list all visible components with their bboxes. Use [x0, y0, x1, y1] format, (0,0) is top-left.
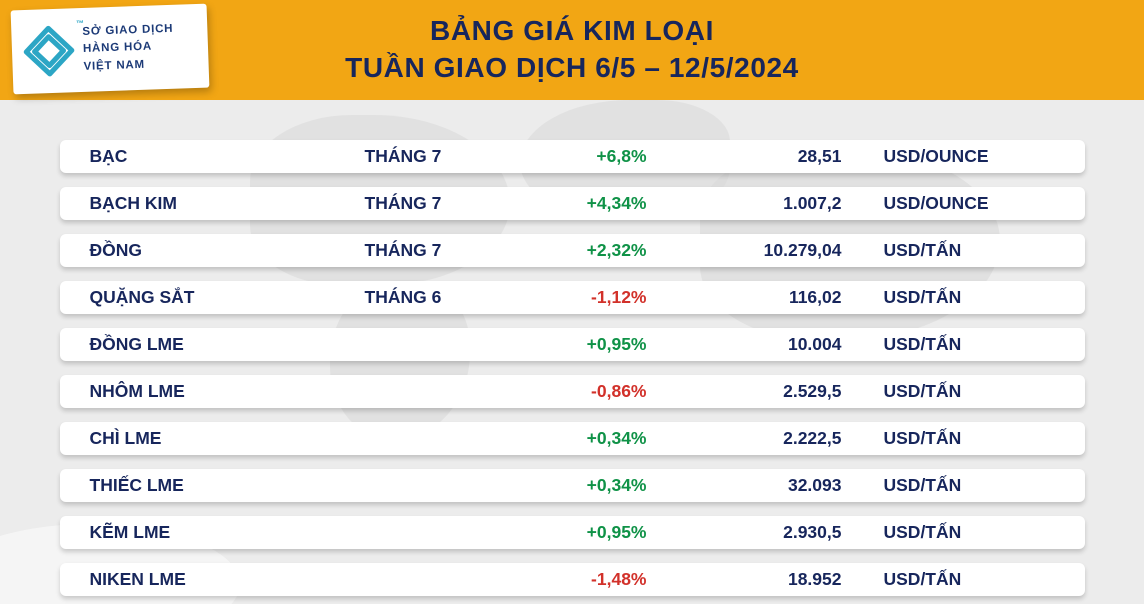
price-value: 10.279,04	[763, 240, 842, 260]
price-value: 1.007,2	[783, 193, 842, 213]
change-percent: +2,32%	[586, 240, 647, 260]
metal-name: ĐỒNG	[89, 240, 143, 260]
price-value: 18.952	[787, 569, 842, 589]
price-table: BẠC THÁNG 7 +6,8% 28,51 USD/OUNCE BẠCH K…	[59, 140, 1085, 596]
table-row: QUẶNG SẮT THÁNG 6 -1,12% 116,02 USD/TẤN	[59, 281, 1085, 314]
mxv-diamond-logo-icon: ™	[21, 19, 84, 79]
price-value: 116,02	[788, 287, 842, 307]
metal-name: KẼM LME	[89, 522, 171, 542]
table-row: NHÔM LME -0,86% 2.529,5 USD/TẤN	[59, 375, 1085, 408]
price-value: 32.093	[787, 475, 842, 495]
metal-name: NHÔM LME	[89, 381, 185, 401]
price-unit: USD/TẤN	[883, 522, 962, 542]
logo-text-line1: SỞ GIAO DỊCH	[82, 22, 174, 39]
table-row: CHÌ LME +0,34% 2.222,5 USD/TẤN	[59, 422, 1085, 455]
contract-month: THÁNG 7	[364, 146, 442, 166]
metal-name: BẠC	[89, 146, 128, 166]
metal-name: NIKEN LME	[89, 569, 186, 589]
price-value: 2.529,5	[783, 381, 842, 401]
change-percent: -1,48%	[591, 569, 647, 589]
price-value: 2.222,5	[783, 428, 842, 448]
price-unit: USD/TẤN	[883, 240, 962, 260]
contract-month: THÁNG 6	[364, 287, 442, 307]
metal-name: BẠCH KIM	[89, 193, 178, 213]
change-percent: +0,95%	[586, 334, 647, 354]
change-percent: +4,34%	[586, 193, 647, 213]
price-unit: USD/TẤN	[883, 428, 962, 448]
table-row: BẠC THÁNG 7 +6,8% 28,51 USD/OUNCE	[59, 140, 1085, 173]
logo-text-line3: VIỆT NAM	[83, 58, 146, 73]
price-unit: USD/TẤN	[883, 475, 962, 495]
table-row: ĐỒNG THÁNG 7 +2,32% 10.279,04 USD/TẤN	[59, 234, 1085, 267]
price-unit: USD/TẤN	[883, 334, 962, 354]
table-row: BẠCH KIM THÁNG 7 +4,34% 1.007,2 USD/OUNC…	[59, 187, 1085, 220]
board-title: BẢNG GIÁ KIM LOẠI	[430, 15, 714, 47]
table-row: THIẾC LME +0,34% 32.093 USD/TẤN	[59, 469, 1085, 502]
price-value: 2.930,5	[783, 522, 842, 542]
price-unit: USD/OUNCE	[883, 146, 989, 166]
metal-name: CHÌ LME	[89, 428, 162, 448]
contract-month: THÁNG 7	[364, 193, 442, 213]
board-subtitle: TUẦN GIAO DỊCH 6/5 – 12/5/2024	[345, 52, 799, 83]
price-value: 28,51	[797, 146, 842, 166]
mxv-logo-card: ™ SỞ GIAO DỊCH HÀNG HÓA VIỆT NAM	[10, 3, 210, 95]
table-row: ĐỒNG LME +0,95% 10.004 USD/TẤN	[59, 328, 1085, 361]
price-unit: USD/TẤN	[883, 381, 962, 401]
change-percent: +0,95%	[586, 522, 647, 542]
table-row: KẼM LME +0,95% 2.930,5 USD/TẤN	[59, 516, 1085, 549]
table-row: NIKEN LME -1,48% 18.952 USD/TẤN	[59, 563, 1085, 596]
board-titles: BẢNG GIÁ KIM LOẠI TUẦN GIAO DỊCH 6/5 – 1…	[345, 13, 799, 87]
price-unit: USD/TẤN	[883, 569, 962, 589]
mxv-logo-text: SỞ GIAO DỊCH HÀNG HÓA VIỆT NAM	[82, 21, 175, 76]
metal-name: THIẾC LME	[89, 475, 184, 495]
header-banner: ™ SỞ GIAO DỊCH HÀNG HÓA VIỆT NAM BẢNG GI…	[0, 0, 1144, 100]
price-unit: USD/TẤN	[883, 287, 962, 307]
metal-name: ĐỒNG LME	[89, 334, 184, 354]
change-percent: +0,34%	[586, 428, 647, 448]
change-percent: -1,12%	[591, 287, 647, 307]
trademark-symbol: ™	[75, 18, 85, 29]
change-percent: -0,86%	[591, 381, 647, 401]
contract-month: THÁNG 7	[364, 240, 442, 260]
price-value: 10.004	[787, 334, 842, 354]
metal-name: QUẶNG SẮT	[89, 287, 195, 307]
change-percent: +0,34%	[586, 475, 647, 495]
change-percent: +6,8%	[596, 146, 647, 166]
price-unit: USD/OUNCE	[883, 193, 989, 213]
